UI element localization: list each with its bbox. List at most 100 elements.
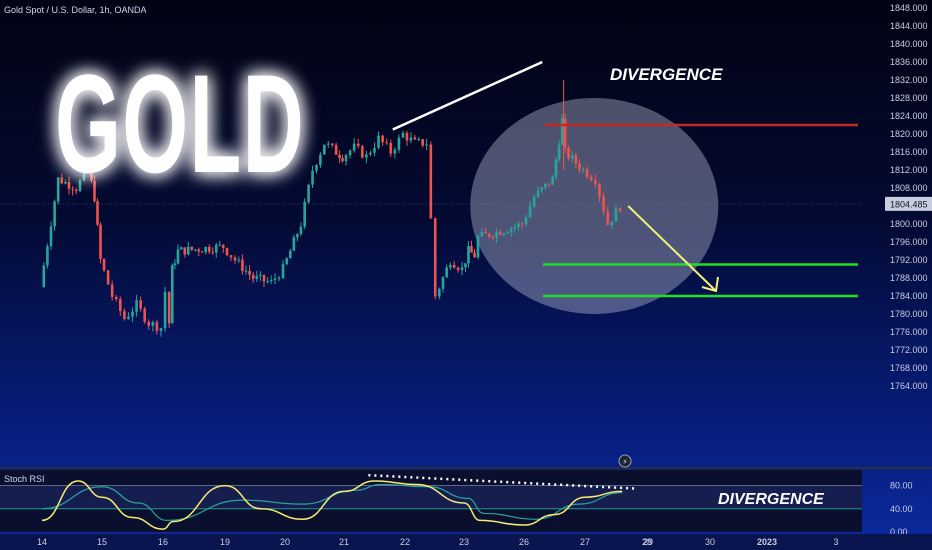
price-tick-label: 1820.000: [890, 129, 928, 139]
candle-body: [266, 281, 269, 283]
candle-body: [495, 231, 498, 238]
stoch-rsi-label: Stoch RSI: [4, 474, 45, 484]
candle-body: [524, 217, 528, 225]
candle-body: [86, 169, 90, 172]
candle-body: [491, 236, 495, 238]
time-tick-label: 28: [642, 537, 652, 547]
candle-body: [221, 244, 225, 248]
candle-body: [211, 251, 215, 253]
divergence-trendline: [392, 60, 543, 131]
time-tick-label: 30: [705, 537, 715, 547]
candle-body: [381, 135, 384, 143]
price-tick-label: 1808.000: [890, 183, 928, 193]
divergence-label-stoch: DIVERGENCE: [718, 491, 825, 508]
candle-body: [464, 263, 467, 268]
candle-body: [46, 246, 49, 266]
gold-logo-text: GOLD: [55, 45, 305, 202]
price-tick-label: 1772.000: [890, 345, 928, 355]
stoch-tick-label: 0.00: [890, 527, 908, 537]
candle-body: [173, 263, 177, 266]
candle-body: [248, 270, 251, 275]
candle-body: [581, 169, 585, 171]
time-tick-label: 20: [280, 537, 290, 547]
candle-body: [397, 137, 401, 150]
candle-body: [289, 250, 292, 259]
candle-body: [589, 177, 593, 181]
candle-body: [547, 183, 551, 185]
time-tick-label: 19: [220, 537, 230, 547]
projection-arrow-shaft: [627, 205, 717, 292]
candle-body: [179, 247, 183, 250]
candle-body: [285, 258, 289, 265]
price-tick-label: 1848.000: [890, 3, 928, 13]
candle-body: [163, 291, 167, 329]
candle-body: [476, 236, 480, 258]
candle-body: [296, 234, 299, 238]
candle-body: [401, 132, 405, 138]
price-tick-label: 1768.000: [890, 363, 928, 373]
time-tick-label: 23: [459, 537, 469, 547]
price-tick-label: 1840.000: [890, 39, 928, 49]
price-tick-label: 1788.000: [890, 273, 928, 283]
candle-body: [528, 206, 532, 218]
candle-body: [385, 142, 388, 144]
candle-body: [323, 144, 326, 155]
time-tick-label: 16: [158, 537, 168, 547]
candle-body: [369, 152, 372, 155]
last-price-tag: 1804.485: [890, 199, 928, 209]
candle-body: [437, 288, 441, 297]
candle-body: [176, 249, 180, 264]
last-price-tag-bg: [885, 196, 932, 211]
candle-body: [119, 298, 122, 312]
candle-body: [315, 165, 318, 171]
price-tick-label: 1764.000: [890, 381, 928, 391]
candle-body: [151, 322, 155, 326]
candle-body: [338, 154, 341, 158]
candle-body: [361, 146, 364, 158]
lightning-icon-glyph: ⚡: [622, 458, 628, 467]
candle-body: [520, 223, 524, 225]
candle-body: [53, 201, 56, 227]
highlight-ellipse: [470, 98, 719, 314]
candle-body: [311, 170, 314, 185]
candle-body: [610, 221, 614, 226]
candle-body: [509, 228, 513, 233]
candle-body: [536, 190, 540, 198]
price-tick-label: 1784.000: [890, 291, 928, 301]
candle-body: [373, 147, 376, 153]
candle-body: [473, 252, 476, 258]
candle-body: [197, 249, 201, 252]
candle-body: [506, 232, 509, 234]
stoch-k-line: [41, 480, 623, 530]
candle-body: [244, 270, 248, 272]
candle-body: [594, 180, 597, 184]
stoch-divergence-dotted: [368, 473, 635, 490]
candle-body: [421, 139, 424, 146]
candle-body: [532, 197, 536, 207]
candle-body: [82, 171, 86, 181]
candle-body: [563, 118, 567, 148]
candle-body: [456, 267, 460, 271]
candle-body: [42, 265, 46, 287]
candle-body: [131, 311, 134, 317]
candle-body: [110, 284, 114, 297]
candle-body: [143, 308, 146, 322]
price-tick-label: 1800.000: [890, 219, 928, 229]
price-tick-label: 1836.000: [890, 57, 928, 67]
candle-body: [540, 187, 543, 191]
candle-body: [377, 135, 380, 148]
time-tick-label: 15: [97, 537, 107, 547]
price-tick-label: 1796.000: [890, 237, 928, 247]
candle-body: [56, 177, 60, 202]
candle-body: [449, 264, 452, 268]
time-tick-label: 26: [519, 537, 529, 547]
candle-body: [487, 233, 491, 237]
lightning-icon: [618, 454, 632, 468]
candle-body: [127, 316, 130, 319]
candle-body: [273, 278, 277, 281]
time-tick-label: 3: [833, 537, 838, 547]
candle-body: [413, 137, 417, 140]
candle-body: [433, 218, 437, 297]
